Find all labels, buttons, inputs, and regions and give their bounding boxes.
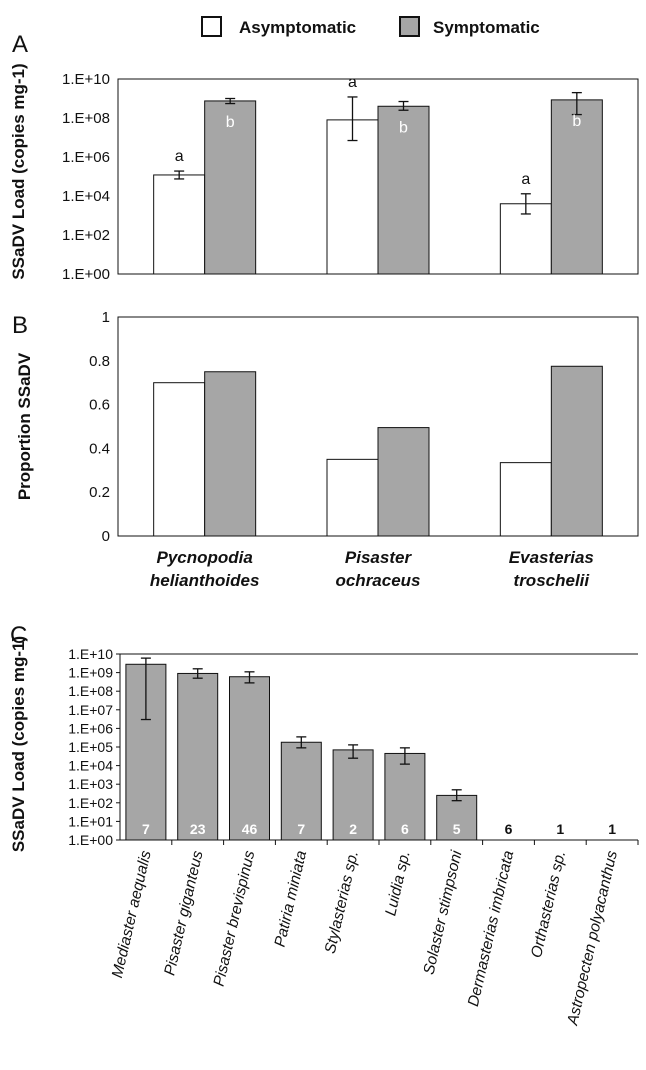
y-tick-label: 1.E+06	[68, 720, 113, 736]
y-tick-label: 0.4	[89, 440, 110, 457]
panel-c: 1.E+00 1.E+01 1.E+02 1.E+03 1.E+04 1.E+05 1.E+…	[9, 636, 639, 1028]
significance-letter: b	[399, 119, 408, 136]
sample-size-label: 5	[453, 821, 461, 837]
legend-swatch-symptomatic	[399, 16, 420, 37]
y-tick-label: 1.E+04	[62, 188, 110, 205]
sample-size-label: 7	[142, 821, 150, 837]
bar	[436, 794, 478, 841]
symptomatic-bar	[377, 427, 430, 537]
y-tick-label: 1.E+05	[68, 739, 113, 755]
significance-letter: b	[226, 114, 235, 131]
x-tick-label: Patiria miniata	[272, 849, 311, 949]
legend-swatch-asymptomatic	[201, 16, 222, 37]
significance-letter: a	[521, 171, 530, 188]
sample-size-label: 6	[401, 821, 409, 837]
asymptomatic-bar	[326, 458, 379, 537]
sample-size-label: 1	[556, 821, 564, 837]
y-tick-label: 1.E+09	[68, 665, 113, 681]
x-tick-label: Evasterias	[509, 548, 594, 567]
bar	[384, 752, 426, 841]
bar	[280, 741, 322, 841]
bar	[229, 676, 270, 841]
bar	[177, 672, 219, 841]
y-tick-label: 1.E+04	[68, 758, 113, 774]
asymptomatic-bar	[499, 462, 552, 537]
x-tick-label: Pisaster	[345, 548, 413, 567]
significance-letter: b	[572, 113, 581, 130]
x-tick-label: ochraceus	[335, 571, 420, 590]
y-tick-label: 0.6	[89, 397, 110, 414]
y-tick-label: 1.E+10	[62, 71, 110, 88]
legend-label-asymptomatic: Asymptomatic	[239, 18, 356, 37]
panel-label-c: C	[10, 622, 27, 649]
legend-label-symptomatic: Symptomatic	[433, 18, 540, 37]
y-axis-label: SSaDV Load (copies mg-1)	[9, 63, 28, 279]
y-tick-label: 1.E+08	[68, 683, 113, 699]
asymptomatic-bar	[153, 174, 206, 275]
x-tick-label: Pisaster brevispinus	[211, 849, 259, 988]
y-tick-label: 1	[102, 309, 110, 326]
x-tick-label: Luidia sp.	[382, 849, 413, 917]
y-tick-label: 0.2	[89, 484, 110, 501]
y-tick-label: 1.E+02	[68, 795, 113, 811]
symptomatic-bar	[204, 371, 257, 537]
panel-label-b: B	[12, 312, 28, 339]
sample-size-label: 7	[297, 821, 305, 837]
sample-size-label: 23	[190, 821, 206, 837]
y-tick-label: 1.E+01	[68, 813, 113, 829]
x-tick-label: Mediaster aequalis	[109, 849, 155, 980]
y-tick-label: 0	[102, 528, 110, 545]
y-tick-label: 1.E+08	[62, 110, 110, 127]
y-tick-label: 1.E+00	[62, 266, 110, 283]
panel-b: 0 0.2 0.4 0.6 0.8 1 Proportion SSaDV Pycnopodia…	[15, 309, 639, 590]
x-tick-label: troschelii	[514, 571, 591, 590]
panel-label-a: A	[12, 31, 28, 58]
sample-size-label: 1	[608, 821, 616, 837]
y-tick-label: 1.E+06	[62, 149, 110, 166]
x-tick-label: Pisaster giganteus	[161, 849, 206, 977]
sample-size-label: 2	[349, 821, 357, 837]
y-tick-label: 0.8	[89, 353, 110, 370]
sample-size-label: 46	[242, 821, 258, 837]
legend: Asymptomatic Symptomatic	[201, 16, 540, 37]
y-axis-label: Proportion SSaDV	[15, 352, 34, 500]
symptomatic-bar	[204, 100, 257, 275]
y-tick-label: 1.E+00	[68, 832, 113, 848]
sample-size-label: 6	[505, 821, 513, 837]
y-tick-label: 1.E+07	[68, 702, 113, 718]
asymptomatic-bar	[153, 382, 206, 537]
x-tick-label: helianthoides	[150, 571, 260, 590]
y-tick-label: 1.E+02	[62, 227, 110, 244]
x-tick-label: Dermasterias imbricata	[465, 849, 517, 1008]
symptomatic-bar	[550, 365, 603, 537]
x-tick-label: Orthasterias sp.	[528, 849, 569, 959]
asymptomatic-bar	[499, 203, 552, 275]
x-tick-label: Solaster stimpsoni	[421, 849, 466, 977]
significance-letter: a	[348, 74, 357, 91]
y-tick-label: 1.E+10	[68, 646, 113, 662]
y-tick-label: 1.E+03	[68, 776, 113, 792]
x-tick-label: Astropecten polyacanthus	[564, 849, 621, 1028]
symptomatic-bar	[550, 99, 603, 275]
bar	[332, 749, 374, 841]
x-tick-label: Pycnopodia	[156, 548, 252, 567]
panel-a: 1.E+00 1.E+02 1.E+04 1.E+06 1.E+08 1.E+10 SSaD…	[9, 63, 639, 283]
significance-letter: a	[175, 148, 184, 165]
y-axis-label: SSaDV Load (copies mg-1)	[9, 636, 28, 852]
x-tick-label: Stylasterias sp.	[322, 849, 362, 955]
asymptomatic-bar	[326, 119, 379, 275]
